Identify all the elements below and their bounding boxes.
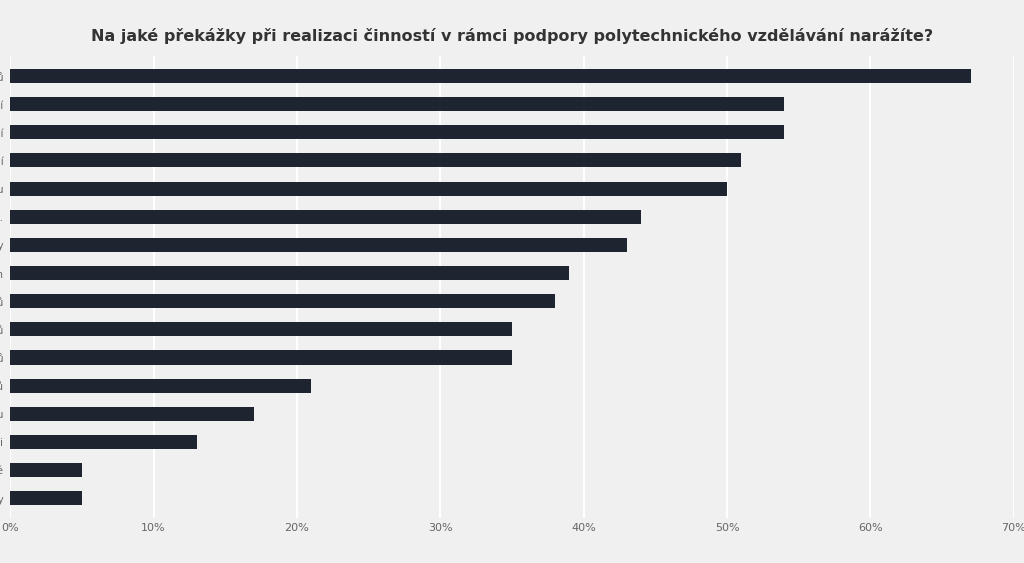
Bar bbox=[10, 435, 197, 449]
Bar bbox=[10, 238, 627, 252]
Bar bbox=[10, 350, 512, 365]
Bar bbox=[10, 406, 254, 421]
Bar bbox=[10, 181, 727, 195]
Bar bbox=[10, 463, 82, 477]
Bar bbox=[10, 97, 784, 111]
Bar bbox=[10, 322, 512, 337]
Bar bbox=[10, 378, 311, 393]
Bar bbox=[10, 294, 555, 309]
Bar bbox=[10, 126, 784, 140]
Bar bbox=[10, 266, 569, 280]
Bar bbox=[10, 491, 82, 506]
Bar bbox=[10, 153, 741, 168]
Bar bbox=[10, 69, 971, 83]
Text: Na jaké překážky při realizaci činností v rámci podpory polytechnického vzdělává: Na jaké překážky při realizaci činností … bbox=[91, 28, 933, 44]
Bar bbox=[10, 210, 641, 224]
